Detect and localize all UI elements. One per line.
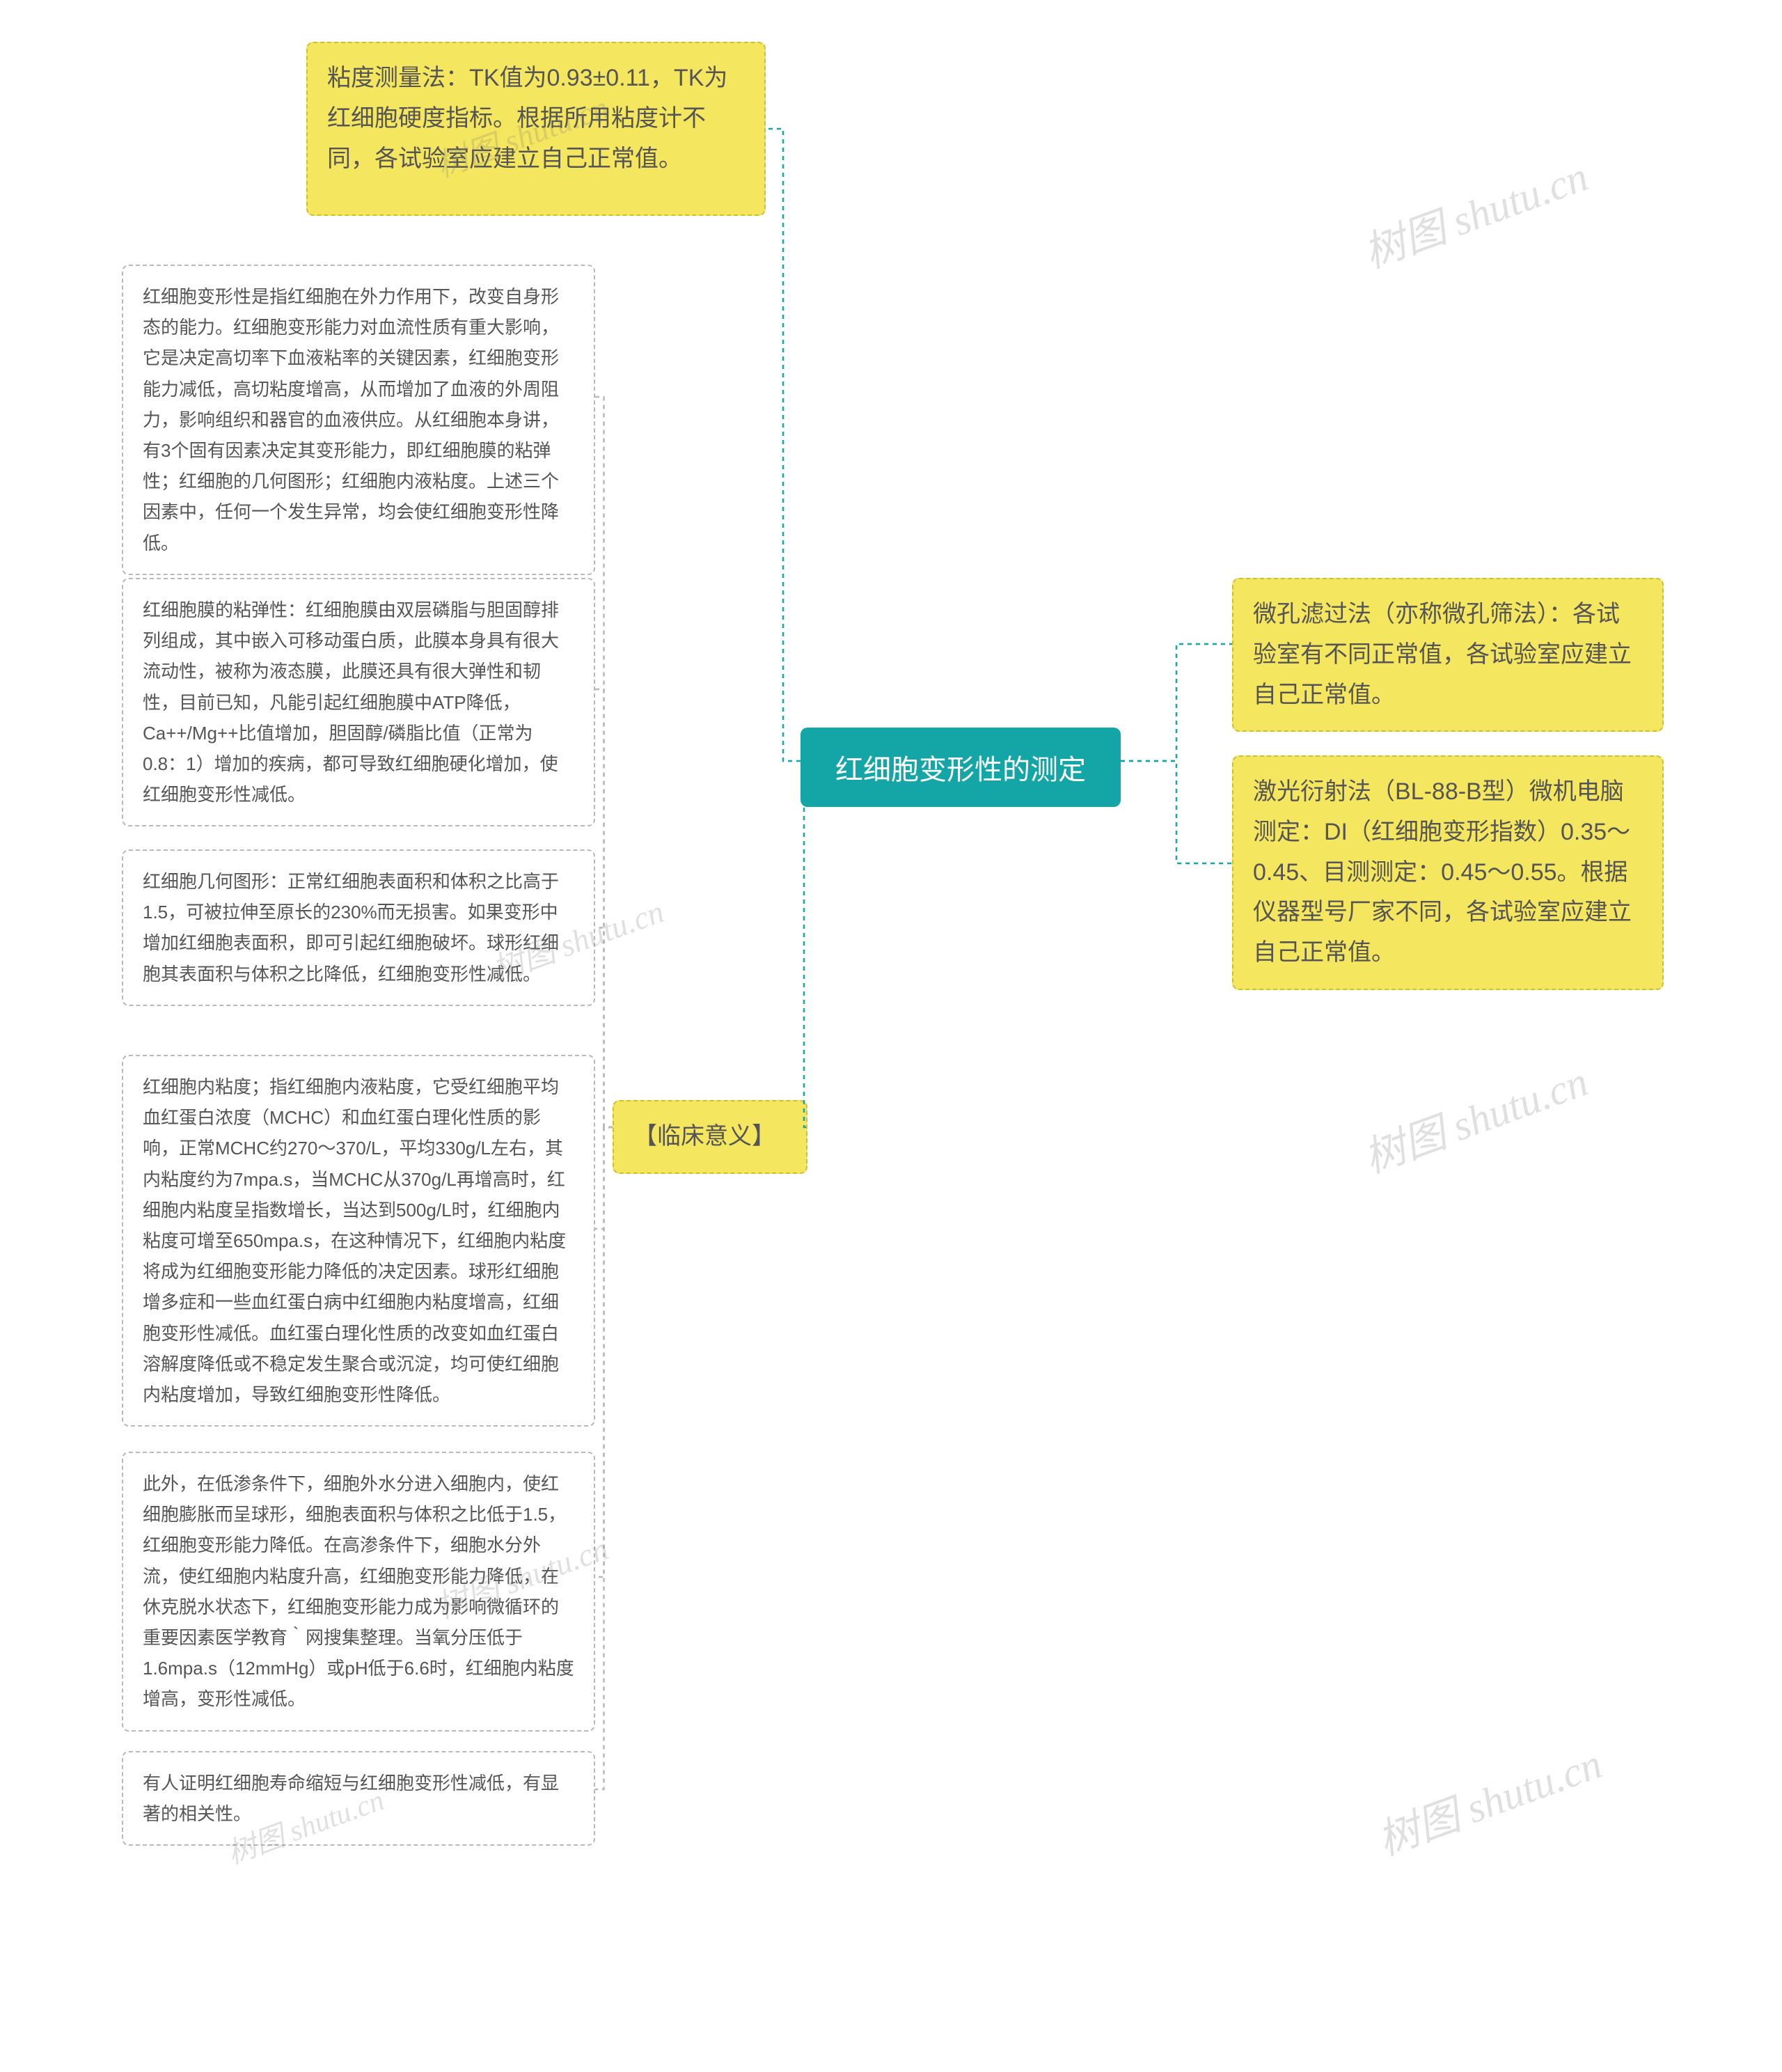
left-node-6[interactable]: 有人证明红细胞寿命缩短与红细胞变形性减低，有显著的相关性。	[122, 1751, 595, 1846]
watermark: 树图 shutu.cn	[1354, 1048, 1595, 1185]
bridge-node[interactable]: 【临床意义】	[613, 1100, 807, 1174]
left-node-1[interactable]: 红细胞变形性是指红细胞在外力作用下，改变自身形态的能力。红细胞变形能力对血流性质…	[122, 265, 595, 575]
left-node-0[interactable]: 粘度测量法：TK值为0.93±0.11，TK为红细胞硬度指标。根据所用粘度计不同…	[306, 42, 766, 216]
central-node[interactable]: 红细胞变形性的测定	[801, 728, 1121, 807]
right-node-0[interactable]: 微孔滤过法（亦称微孔筛法）：各试验室有不同正常值，各试验室应建立自己正常值。	[1232, 578, 1664, 732]
left-node-4[interactable]: 红细胞内粘度；指红细胞内液粘度，它受红细胞平均血红蛋白浓度（MCHC）和血红蛋白…	[122, 1055, 595, 1427]
left-node-3[interactable]: 红细胞几何图形：正常红细胞表面积和体积之比高于1.5，可被拉伸至原长的230%而…	[122, 849, 595, 1006]
left-node-5[interactable]: 此外，在低渗条件下，细胞外水分进入细胞内，使红细胞膨胀而呈球形，细胞表面积与体积…	[122, 1452, 595, 1732]
watermark: 树图 shutu.cn	[1368, 1730, 1609, 1867]
watermark: 树图 shutu.cn	[1354, 143, 1595, 280]
left-node-2[interactable]: 红细胞膜的粘弹性：红细胞膜由双层磷脂与胆固醇排列组成，其中嵌入可移动蛋白质，此膜…	[122, 578, 595, 826]
right-node-1[interactable]: 激光衍射法（BL-88-B型）微机电脑测定：DI（红细胞变形指数）0.35～0.…	[1232, 755, 1664, 990]
